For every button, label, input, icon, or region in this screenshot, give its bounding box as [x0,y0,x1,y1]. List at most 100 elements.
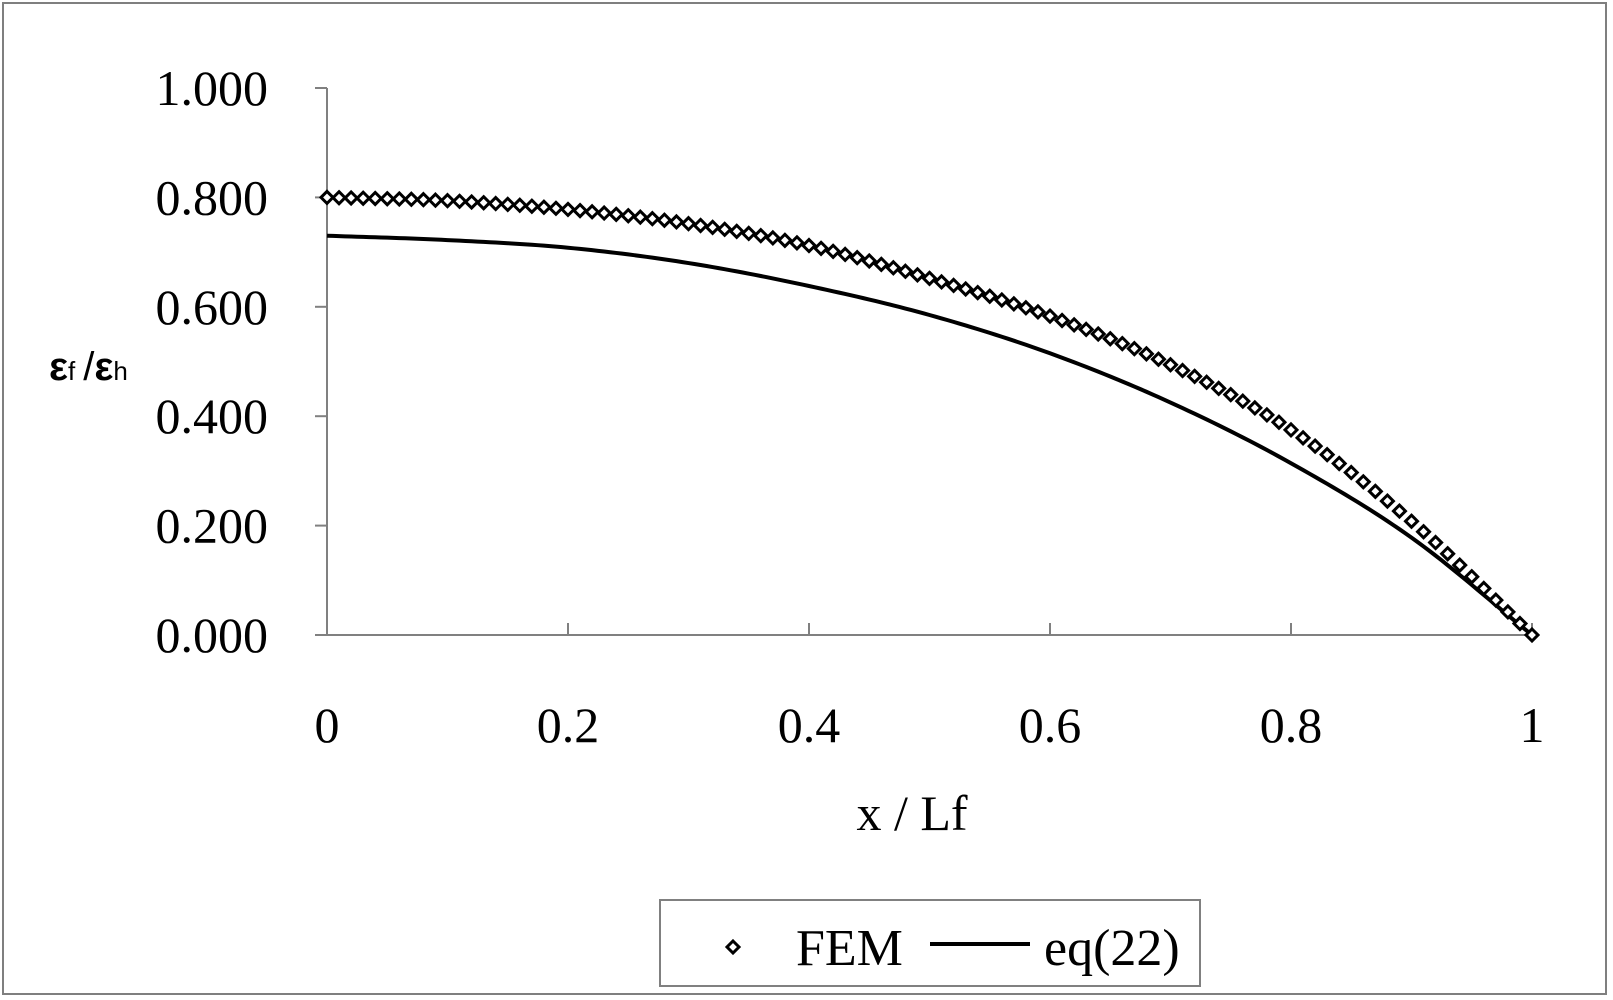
axes [326,88,1532,636]
fem-point [1126,340,1143,357]
x-axis-title: x / Lf [856,785,967,841]
y-tick-label: 0.800 [156,169,269,225]
fem-point [776,232,794,249]
fem-point [1343,464,1360,481]
fem-point [415,191,432,208]
fem-point [668,213,685,231]
fem-point [523,198,540,215]
fem-point [909,266,926,283]
fem-point [752,227,769,244]
fem-point [981,288,998,305]
fem-point [764,229,781,247]
fem-point [921,270,938,287]
fem-point [487,195,504,212]
y-axis-title-epsilon-2: ε [94,345,113,389]
legend-marker-fem [724,938,742,956]
fem-point [620,207,637,224]
fem-point [1029,303,1047,320]
fem-point [583,203,601,220]
fem-point [861,252,878,270]
fem-point [1439,545,1456,562]
y-tick-label: 0.200 [156,498,269,554]
fem-point [1331,455,1348,472]
fem-point [1065,316,1083,333]
fem-point [1306,437,1324,455]
fem-point [511,197,528,214]
fem-point [427,192,444,209]
fem-point [656,212,673,229]
y-tick-label: 0.000 [156,607,269,663]
fem-point [1090,325,1107,343]
fem-point [1017,299,1035,316]
x-tick-label: 0.6 [1019,697,1082,753]
fem-point [535,199,553,216]
y-tick-label: 0.400 [156,388,269,444]
fem-point [1463,568,1480,585]
fem-point [596,204,613,222]
fem-point [1258,406,1276,424]
y-axis-title: εf/εh [49,345,128,389]
fem-point [824,243,842,260]
fem-point [680,215,697,232]
fem-point [837,246,854,263]
ticks [315,87,1533,636]
fem-point [547,200,565,217]
fem-point [1475,580,1492,597]
fem-point [1246,399,1263,417]
legend: FEM eq(22) [659,899,1201,987]
fem-point [1282,421,1300,438]
y-axis-title-separator: / [83,345,95,389]
series-line-eq22 [326,233,1534,637]
fem-point [1367,483,1384,500]
fem-point [1451,556,1468,574]
fem-point [1114,335,1131,352]
fem-point [1222,386,1239,403]
fem-point [1198,374,1215,391]
fem-point [704,219,721,236]
series-layer [318,189,1541,644]
fem-point [692,217,709,234]
fem-point [379,190,396,207]
fem-point [740,225,757,242]
fem-point [1415,523,1432,540]
fem-point [1403,513,1420,530]
fem-point [463,193,480,211]
fem-point [933,273,950,291]
fem-point [728,223,745,240]
fem-point [559,201,577,218]
y-tick-label: 0.600 [156,279,269,335]
fem-point [1511,615,1529,632]
fem-point [1005,295,1022,312]
legend-label-fem: FEM [796,920,903,977]
fem-point [969,284,986,301]
fem-point [957,280,974,298]
fem-point [1210,380,1227,397]
fem-point [342,189,360,207]
fem-point [873,256,890,273]
fem-point [330,189,348,206]
fem-point [1234,393,1251,410]
fem-point [800,237,818,254]
fem-point [1355,473,1372,490]
tick-labels: 0.000 0.200 0.400 0.600 0.800 1.000 0 0.2 0.4 0.6… [156,60,1545,753]
fem-point [1427,534,1444,551]
fem-point [1270,414,1288,431]
fem-point [1150,351,1167,368]
fem-point [1186,368,1203,385]
fem-point [644,210,661,227]
fem-point [318,189,336,206]
fem-point [897,263,914,280]
fem-point [1523,626,1541,644]
fem-point [1319,446,1336,463]
legend-label-eq22: eq(22) [1044,920,1180,977]
fem-point [608,206,625,223]
y-tick-label: 1.000 [156,60,269,116]
fem-point [849,249,866,266]
fem-point [788,234,806,251]
fem-point [1041,307,1059,325]
fem-point [885,259,902,276]
fem-point [391,190,408,208]
fem-point [1487,592,1504,609]
